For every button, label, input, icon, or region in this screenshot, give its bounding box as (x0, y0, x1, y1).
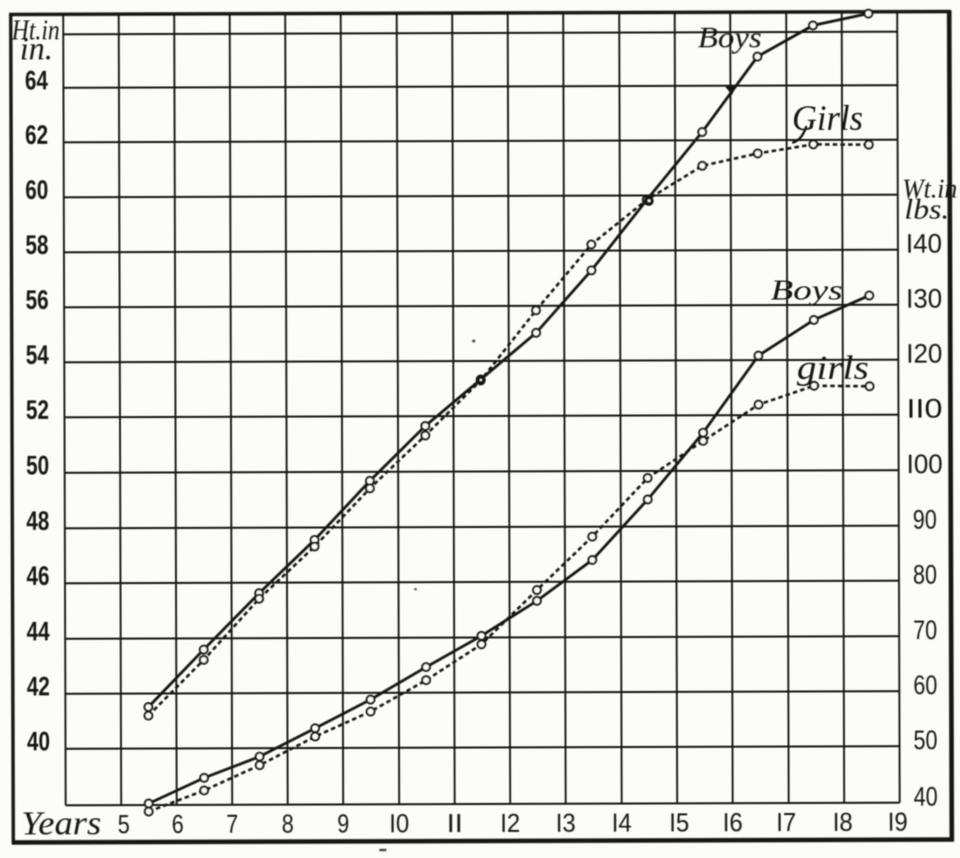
svg-text:I2: I2 (500, 810, 520, 838)
svg-text:60: 60 (25, 175, 48, 205)
svg-text:46: 46 (26, 561, 49, 591)
svg-text:I5: I5 (669, 809, 689, 837)
svg-text:girls: girls (797, 350, 869, 387)
svg-text:I0: I0 (389, 810, 409, 838)
svg-text:48: 48 (26, 506, 49, 536)
svg-text:90: 90 (913, 505, 937, 535)
svg-text:52: 52 (26, 395, 49, 425)
svg-text:Years: Years (21, 805, 101, 842)
svg-text:I4: I4 (612, 810, 632, 838)
svg-text:I7: I7 (776, 809, 796, 837)
svg-text:44: 44 (27, 616, 50, 646)
svg-text:Boys: Boys (771, 274, 843, 306)
svg-text:60: 60 (913, 670, 937, 700)
svg-text:II: II (447, 810, 463, 838)
svg-text:I8: I8 (833, 809, 853, 837)
svg-text:lbs.: lbs. (904, 195, 949, 226)
svg-text:50: 50 (26, 450, 49, 480)
svg-text:40: 40 (914, 782, 938, 812)
svg-text:64: 64 (25, 65, 48, 95)
svg-text:54: 54 (26, 340, 49, 370)
svg-text:62: 62 (25, 120, 48, 150)
svg-text:56: 56 (26, 285, 49, 315)
svg-text:7: 7 (226, 811, 238, 839)
svg-text:50: 50 (913, 725, 937, 755)
svg-text:I20: I20 (906, 339, 942, 369)
svg-text:70: 70 (913, 615, 937, 645)
svg-text:I30: I30 (906, 284, 942, 314)
svg-text:Boys: Boys (698, 21, 762, 54)
svg-text:80: 80 (913, 560, 937, 590)
svg-text:58: 58 (25, 230, 48, 260)
svg-text:in.: in. (20, 31, 53, 67)
svg-text:6: 6 (172, 811, 184, 839)
svg-text:I6: I6 (723, 809, 743, 837)
svg-text:I40: I40 (906, 229, 942, 259)
svg-text:II0: II0 (906, 394, 942, 424)
svg-text:42: 42 (27, 671, 50, 701)
svg-text:Ht.in: Ht.in (11, 15, 60, 46)
svg-text:40: 40 (27, 726, 50, 756)
svg-text:Girls: Girls (792, 98, 863, 138)
svg-text:Wt.in: Wt.in (902, 173, 957, 203)
svg-text:I00: I00 (907, 449, 943, 479)
svg-text:I3: I3 (556, 810, 576, 838)
svg-text:8: 8 (282, 811, 294, 839)
svg-text:9: 9 (337, 810, 349, 838)
svg-text:I9: I9 (888, 809, 908, 837)
svg-text:5: 5 (118, 811, 130, 839)
